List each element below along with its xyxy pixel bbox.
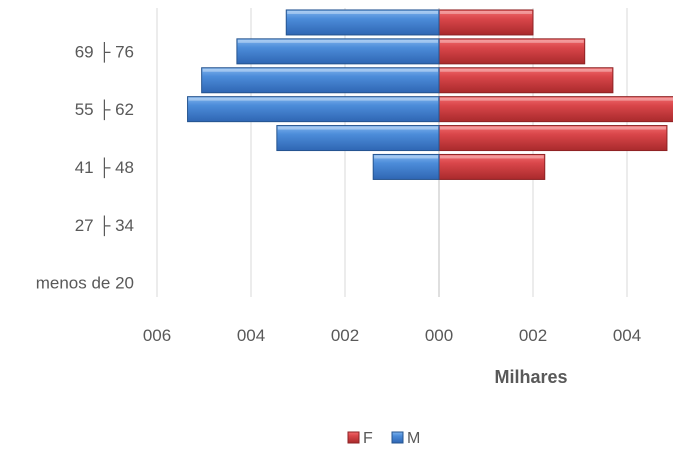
bar-m-9 xyxy=(285,9,440,36)
legend-swatch-f xyxy=(347,431,360,444)
x-tick-label: 006 xyxy=(143,326,171,345)
bar-f-6 xyxy=(438,96,673,123)
bar-m-5 xyxy=(276,125,440,152)
bar-highlight xyxy=(440,68,612,72)
x-tick-label: 000 xyxy=(425,326,453,345)
bar-highlight xyxy=(440,39,584,43)
bar-m-4 xyxy=(372,153,440,180)
x-tick-label: 004 xyxy=(613,326,641,345)
x-tick-label: 002 xyxy=(519,326,547,345)
bar-highlight xyxy=(440,155,544,159)
bar-highlight xyxy=(237,39,438,43)
y-tick-label: 69 ├ 76 xyxy=(75,41,134,63)
y-tick-labels: menos de 20 27 ├ 34 41 ├ 48 55 ├ 62 69 ├ 76 xyxy=(36,41,134,292)
x-tick-label: 002 xyxy=(331,326,359,345)
bar-highlight xyxy=(440,10,532,14)
y-tick-label: menos de 20 xyxy=(36,274,134,293)
x-tick-labels: 006 004 002 000 002 004 xyxy=(143,326,641,345)
bar-highlight xyxy=(440,97,673,101)
y-tick-label: 41 ├ 48 xyxy=(75,157,134,179)
bar-highlight xyxy=(440,126,666,130)
bar-highlight xyxy=(188,97,438,101)
bars xyxy=(187,9,673,180)
bar-highlight xyxy=(374,155,438,159)
legend-swatch-m xyxy=(391,431,404,444)
bar-f-4 xyxy=(438,153,546,180)
bar-m-6 xyxy=(187,96,440,123)
bar-highlight xyxy=(287,10,438,14)
legend-label-f: F xyxy=(363,430,373,447)
y-tick-label: 27 ├ 34 xyxy=(75,215,134,237)
bar-highlight xyxy=(277,126,438,130)
bar-m-7 xyxy=(201,67,440,94)
y-tick-label: 55 ├ 62 xyxy=(75,99,134,121)
x-axis-title: Milhares xyxy=(494,367,567,387)
x-tick-label: 004 xyxy=(237,326,265,345)
bar-highlight xyxy=(202,68,438,72)
bar-m-8 xyxy=(236,38,440,65)
legend-label-m: M xyxy=(407,430,420,447)
